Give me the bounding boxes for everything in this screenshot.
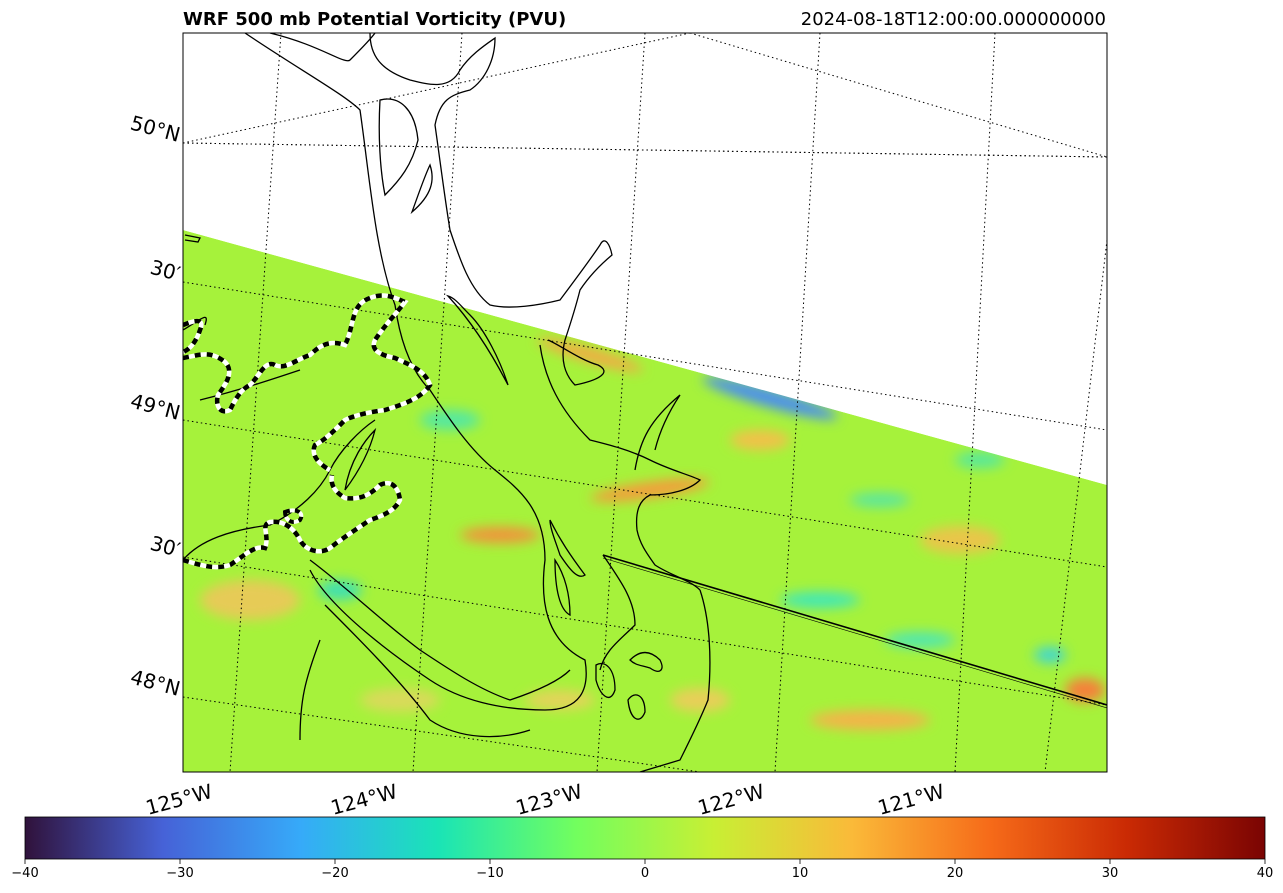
meridian bbox=[229, 33, 282, 772]
dashed-contour bbox=[183, 293, 433, 473]
lon-label: 121°W bbox=[875, 779, 947, 820]
coastline bbox=[183, 316, 207, 331]
parallel bbox=[183, 33, 691, 144]
colorbar: −40 −30 −20 −10 0 10 20 30 40 bbox=[11, 816, 1273, 881]
pv-anomaly bbox=[810, 710, 930, 730]
coastline bbox=[378, 98, 419, 197]
coastline bbox=[184, 234, 201, 243]
lat-label: 30′ bbox=[148, 531, 184, 562]
pv-anomaly bbox=[318, 580, 362, 600]
international-border-secondary bbox=[602, 557, 1107, 709]
coastlines bbox=[183, 33, 711, 772]
map-frame bbox=[182, 32, 1108, 773]
coastline bbox=[549, 519, 586, 577]
lon-label: 125°W bbox=[143, 779, 215, 820]
colorbar-tick-label: 10 bbox=[792, 866, 809, 881]
dashed-contour bbox=[282, 508, 304, 524]
lat-label: 50°N bbox=[128, 111, 183, 147]
dashed-contours bbox=[183, 293, 433, 570]
colorbar-tick-label: −10 bbox=[476, 866, 503, 881]
coastline bbox=[599, 554, 636, 671]
colorbar-ticks: −40 −30 −20 −10 0 10 20 30 40 bbox=[11, 859, 1273, 881]
pv-field-anomalies bbox=[200, 338, 1105, 730]
chart-title: WRF 500 mb Potential Vorticity (PVU) bbox=[183, 9, 566, 30]
meridian bbox=[954, 33, 996, 772]
pv-anomaly bbox=[590, 478, 710, 502]
pv-anomaly bbox=[670, 688, 730, 712]
colorbar-tick-label: −30 bbox=[166, 866, 193, 881]
pv-anomaly bbox=[730, 430, 790, 450]
coastline bbox=[299, 639, 321, 741]
no-data-region bbox=[183, 33, 1107, 485]
dashed-contour bbox=[282, 508, 304, 524]
colorbar-tick-label: 20 bbox=[947, 866, 964, 881]
parallel bbox=[183, 696, 701, 772]
coastline bbox=[595, 663, 616, 699]
dashed-contour bbox=[183, 474, 403, 570]
lat-label: 30′ bbox=[148, 255, 184, 286]
pv-anomaly bbox=[955, 452, 1005, 468]
coastline bbox=[244, 33, 587, 711]
chart-timestamp: 2024-08-18T12:00:00.000000000 bbox=[801, 9, 1106, 30]
map-area bbox=[183, 33, 1107, 772]
colorbar-tick-label: 0 bbox=[641, 866, 649, 881]
coastline bbox=[269, 33, 376, 62]
parallel bbox=[183, 419, 1107, 568]
coastline bbox=[539, 344, 702, 591]
coastline bbox=[369, 33, 613, 386]
pv-anomaly bbox=[360, 688, 440, 712]
pv-anomaly bbox=[525, 690, 595, 710]
lat-label: 48°N bbox=[128, 665, 183, 701]
dashed-contour bbox=[183, 293, 433, 473]
pv-anomaly bbox=[460, 527, 540, 543]
dashed-contour bbox=[183, 474, 403, 570]
lon-labels: 125°W 124°W 123°W 122°W 121°W bbox=[143, 779, 947, 820]
pv-anomaly bbox=[780, 592, 860, 608]
lat-label: 49°N bbox=[128, 389, 183, 425]
lon-label: 124°W bbox=[328, 779, 400, 820]
parallel bbox=[183, 281, 1107, 431]
coastline bbox=[309, 559, 571, 701]
coastline bbox=[629, 651, 663, 672]
lon-label: 123°W bbox=[513, 779, 585, 820]
meridian bbox=[1044, 239, 1107, 772]
meridian bbox=[596, 33, 646, 772]
coastline bbox=[554, 557, 571, 617]
pv-anomaly bbox=[850, 493, 910, 507]
international-border bbox=[602, 554, 1107, 706]
pv-anomaly bbox=[702, 376, 838, 420]
pv-anomaly bbox=[1034, 647, 1066, 663]
meridian bbox=[774, 33, 821, 772]
coastline bbox=[639, 589, 711, 772]
coastline bbox=[199, 369, 301, 401]
gridlines bbox=[183, 33, 1107, 772]
colorbar-tick-label: −20 bbox=[321, 866, 348, 881]
pv-anomaly bbox=[885, 632, 955, 648]
parallel bbox=[183, 556, 1107, 706]
coastline bbox=[344, 427, 377, 491]
parallel bbox=[689, 33, 1107, 158]
colorbar-bar bbox=[24, 816, 1266, 860]
pv-anomaly bbox=[200, 580, 300, 620]
coastline bbox=[445, 294, 509, 386]
lon-label: 122°W bbox=[695, 779, 767, 820]
meridian bbox=[412, 33, 463, 772]
lat-labels: 50°N 30′ 49°N 30′ 48°N bbox=[128, 111, 183, 701]
parallel bbox=[183, 142, 1107, 158]
pv-anomaly bbox=[920, 526, 1000, 554]
coastline bbox=[324, 604, 531, 738]
coastline bbox=[410, 163, 433, 215]
colorbar-tick-label: 30 bbox=[1102, 866, 1119, 881]
border-lines bbox=[602, 554, 1107, 709]
coastline bbox=[627, 694, 646, 720]
coastline bbox=[183, 419, 376, 561]
colorbar-tick-label: 40 bbox=[1257, 866, 1274, 881]
coastline bbox=[634, 394, 681, 471]
colorbar-tick-label: −40 bbox=[11, 866, 38, 881]
